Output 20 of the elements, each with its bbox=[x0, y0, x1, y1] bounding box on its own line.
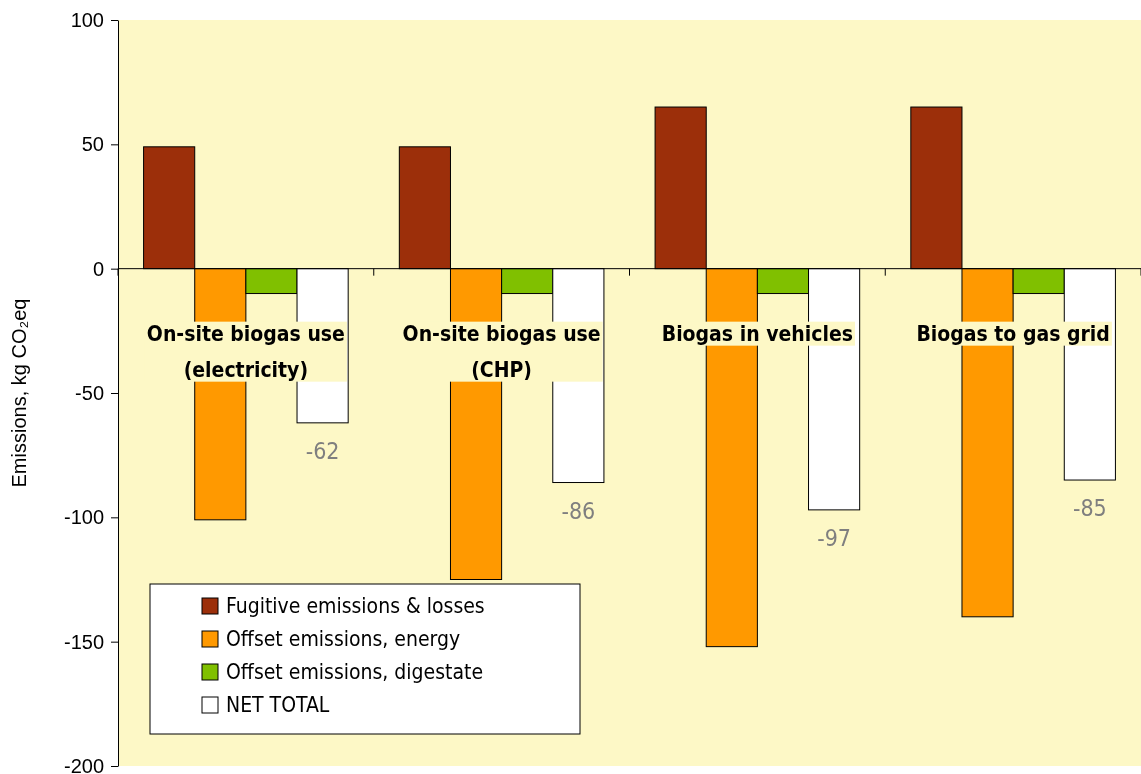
y-tick-label: 100 bbox=[70, 8, 104, 31]
y-axis-title: Emissions, kg CO₂eq bbox=[8, 298, 30, 488]
x-tick-label: On-site biogas use (electricity) bbox=[146, 321, 345, 382]
y-tick-label: -150 bbox=[63, 630, 104, 653]
x-tick-label: Biogas to gas grid bbox=[916, 321, 1110, 346]
legend-label: NET TOTAL bbox=[226, 693, 330, 717]
data-label: -62 bbox=[305, 437, 340, 464]
y-tick-label: -50 bbox=[75, 381, 104, 404]
legend-label: Fugitive emissions & losses bbox=[226, 594, 485, 618]
y-tick-label: -100 bbox=[63, 506, 104, 529]
y-tick-label: 50 bbox=[81, 133, 104, 156]
data-label: -97 bbox=[817, 524, 851, 551]
x-tick-label: On-site biogas use (CHP) bbox=[402, 321, 601, 382]
y-tick-label: -200 bbox=[63, 754, 104, 774]
legend-label: Offset emissions, digestate bbox=[226, 660, 484, 684]
data-label: -86 bbox=[561, 497, 596, 524]
y-tick-label: 0 bbox=[92, 257, 104, 280]
x-tick-label: Biogas in vehicles bbox=[661, 321, 853, 346]
data-label: -85 bbox=[1072, 495, 1107, 522]
legend-label: Offset emissions, energy bbox=[226, 627, 461, 651]
